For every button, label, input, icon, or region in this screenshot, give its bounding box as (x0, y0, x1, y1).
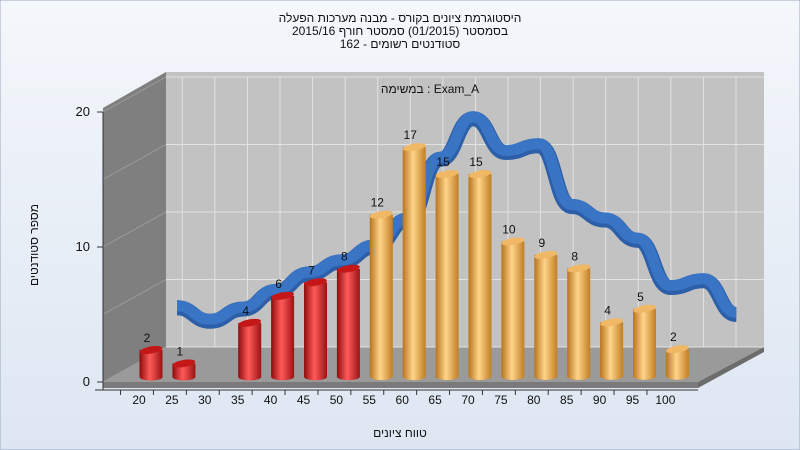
value-label: 1 (177, 344, 184, 358)
grid-line-side (102, 76, 167, 113)
x-axis-label: טווח ציונים (373, 426, 427, 440)
axes (95, 111, 698, 395)
x-tick-label: 55 (363, 393, 377, 407)
bar-top (468, 170, 492, 178)
value-label: 9 (538, 236, 545, 250)
bar-top (271, 291, 294, 300)
bar (369, 214, 393, 381)
value-label: 8 (571, 249, 578, 263)
x-tick-label: 50 (330, 393, 344, 407)
x-tick-label: 40 (264, 393, 278, 407)
value-label: 6 (275, 277, 282, 291)
grid-line-side (102, 211, 167, 248)
trend-line (176, 111, 738, 329)
x-tick-label: 90 (593, 393, 607, 407)
value-label: 2 (144, 331, 151, 345)
bar (567, 268, 591, 380)
x-tick-label: 65 (428, 393, 442, 407)
value-label: 2 (670, 330, 677, 344)
x-tick-label: 100 (655, 393, 675, 407)
x-tick-label: 30 (198, 393, 212, 407)
bar (238, 322, 262, 381)
value-label: 7 (308, 263, 315, 277)
bar (633, 308, 656, 380)
bar-top (534, 250, 558, 259)
bar (468, 174, 492, 381)
trend-ribbon (176, 111, 738, 325)
value-label: 15 (469, 155, 483, 169)
bar-top (172, 359, 196, 368)
x-tick-label: 95 (626, 393, 640, 407)
bar-top (600, 318, 623, 327)
x-tick-label: 35 (231, 393, 245, 407)
y-tick-label: 20 (76, 104, 90, 119)
bar-top (337, 264, 360, 273)
chart-title-line-3: 162 - סטודנטים רשומים (339, 37, 461, 51)
x-tick-label: 70 (461, 393, 475, 407)
bar-top (435, 170, 459, 179)
bar (435, 174, 459, 381)
bar-top (238, 318, 262, 327)
value-label: 8 (341, 250, 348, 264)
value-label: 12 (371, 196, 385, 210)
plot-floor-edge-side (698, 347, 764, 388)
x-tick-label: 45 (297, 393, 311, 407)
y-axis-label: מספר סטודנטים (27, 203, 41, 287)
x-tick-label: 80 (527, 393, 541, 407)
bar (534, 254, 558, 380)
chart-annotation: במשימה : Exam_A (380, 82, 480, 96)
bar (271, 295, 295, 381)
bar (402, 147, 426, 381)
grid-line-side (102, 279, 167, 315)
value-label: 5 (637, 290, 644, 304)
value-labels: 2 1 4 6 7 8 12 17 15 15 10 9 8 4 5 2 (144, 128, 677, 358)
value-label: 4 (604, 303, 611, 317)
value-label: 15 (436, 155, 450, 169)
bar (600, 322, 624, 380)
value-label: 17 (404, 128, 418, 142)
value-label: 4 (242, 304, 249, 318)
bar-top (633, 304, 656, 313)
bar-top (567, 264, 591, 273)
x-tick-label: 20 (132, 393, 146, 407)
bar (139, 350, 163, 381)
bars (139, 143, 689, 381)
x-tick-label: 85 (560, 393, 574, 407)
bar-top (402, 143, 426, 152)
bar-top (304, 278, 327, 287)
x-tick-label: 60 (396, 393, 410, 407)
bar (172, 363, 196, 381)
chart-title-line-2: בסמסטר (01/2015) סמסטר חורף 2015/16 (291, 24, 509, 38)
plot-floor-edge (103, 382, 698, 388)
grid-line-side (102, 144, 167, 180)
bar (304, 282, 327, 381)
value-label: 10 (502, 222, 516, 236)
bar-top (369, 210, 393, 219)
x-tick-label: 75 (494, 393, 508, 407)
bar (501, 241, 525, 380)
bar-top (666, 345, 689, 354)
bar (336, 268, 360, 381)
bar (665, 349, 689, 380)
y-tick-label: 10 (76, 239, 90, 254)
bar-top (501, 237, 525, 246)
plot-floor (103, 347, 764, 382)
y-tick-label: 0 (83, 374, 90, 389)
bar-top (139, 346, 163, 354)
chart-title-line-1: היסטוגרמת ציונים בקורס - מבנה מערכות הפע… (278, 11, 522, 25)
x-tick-label: 25 (165, 393, 179, 407)
plot-side-wall (103, 72, 166, 382)
